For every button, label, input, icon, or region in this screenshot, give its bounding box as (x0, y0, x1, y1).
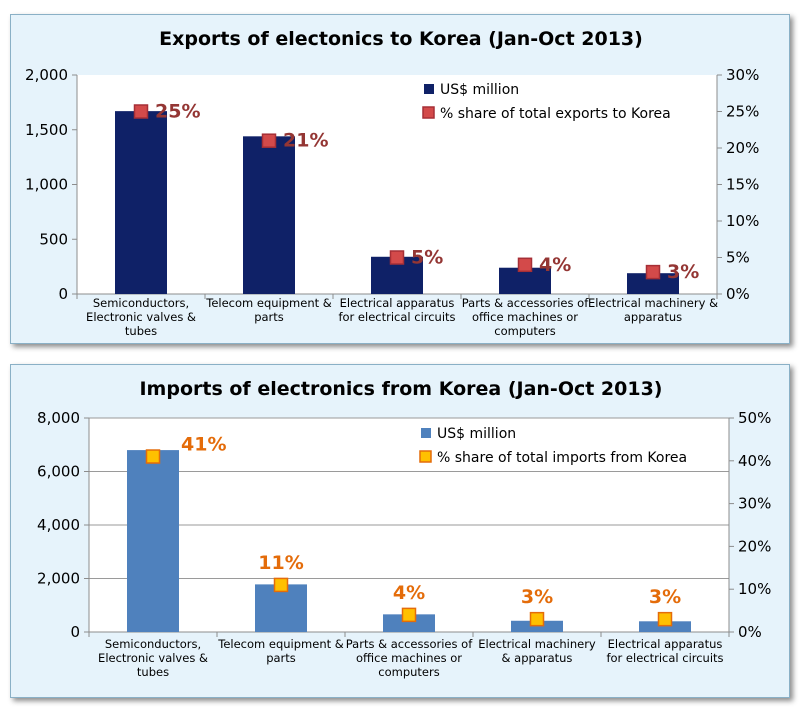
left-tick-label: 0 (70, 623, 80, 641)
bar-5 (639, 621, 691, 632)
category-label: Electrical apparatus (340, 296, 455, 310)
category-label: Electrical apparatus (608, 637, 723, 651)
data-label-2: 21% (283, 130, 328, 152)
category-label: Telecom equipment & (217, 637, 344, 651)
legend-marker-label: % share of total imports from Korea (437, 450, 687, 466)
left-tick-label: 1,500 (25, 121, 68, 139)
right-tick-label: 40% (738, 452, 771, 470)
category-label: Electronic valves & (98, 651, 208, 665)
share-marker-5 (657, 611, 673, 627)
bar-3 (383, 614, 435, 632)
category-label: Telecom equipment & (205, 296, 332, 310)
right-tick-label: 0% (726, 285, 750, 303)
data-label-1: 41% (181, 434, 226, 456)
data-label-4: 4% (539, 254, 571, 276)
bar-4 (499, 267, 551, 294)
category-label: parts (254, 310, 284, 324)
category-label: Parts & accessories of (462, 296, 589, 310)
legend-bar-swatch (424, 84, 434, 94)
share-marker-4 (517, 257, 533, 273)
category-label: computers (378, 665, 439, 679)
category-label: computers (494, 324, 555, 338)
data-label-4: 3% (521, 586, 553, 608)
category-label: Parts & accessories of (346, 637, 473, 651)
right-tick-label: 20% (738, 537, 771, 555)
bar-5 (627, 273, 679, 294)
left-tick-label: 1,000 (25, 176, 68, 194)
category-label: for electrical circuits (606, 651, 723, 665)
legend-marker-label: % share of total exports to Korea (440, 106, 671, 122)
bar-1 (127, 450, 179, 632)
right-tick-label: 5% (726, 249, 750, 267)
share-marker-3 (389, 250, 405, 265)
bar-1 (115, 111, 167, 294)
imports-chart: Imports of electronics from Korea (Jan-O… (37, 378, 771, 679)
share-marker-5 (645, 264, 661, 280)
data-label-2: 11% (258, 552, 303, 574)
legend-marker-swatch (422, 106, 435, 119)
category-label: Electronic valves & (86, 310, 196, 324)
data-label-3: 4% (393, 582, 425, 604)
left-tick-label: 2,000 (37, 570, 80, 588)
left-tick-label: 4,000 (37, 516, 80, 534)
category-label: apparatus (624, 310, 682, 324)
legend-bar-label: US$ million (437, 426, 516, 442)
share-marker-2 (261, 133, 277, 148)
data-label-3: 5% (411, 247, 443, 269)
legend-bar-label: US$ million (440, 82, 519, 98)
left-tick-label: 8,000 (37, 409, 80, 427)
share-marker-4 (529, 611, 545, 627)
right-tick-label: 30% (726, 66, 759, 84)
left-tick-label: 0 (58, 285, 68, 303)
category-label: tubes (137, 665, 169, 679)
category-label: office machines or (472, 310, 578, 324)
category-label: Semiconductors, (105, 637, 201, 651)
legend-marker-swatch (419, 450, 432, 463)
right-tick-label: 10% (738, 580, 771, 598)
right-tick-label: 0% (738, 623, 762, 641)
share-marker-1 (145, 449, 161, 464)
category-label: tubes (125, 324, 157, 338)
right-tick-label: 30% (738, 495, 771, 513)
right-tick-label: 10% (726, 212, 759, 230)
exports-chart-panel: Exports of electonics to Korea (Jan-Oct … (10, 14, 790, 344)
right-tick-label: 50% (738, 409, 771, 427)
category-label: Semiconductors, (93, 296, 189, 310)
category-label: Electrical machinery (478, 637, 596, 651)
chart-title: Imports of electronics from Korea (Jan-O… (139, 378, 662, 400)
category-label: for electrical circuits (338, 310, 455, 324)
exports-chart: Exports of electonics to Korea (Jan-Oct … (25, 28, 759, 338)
imports-chart-panel: Imports of electronics from Korea (Jan-O… (10, 364, 790, 698)
share-marker-1 (133, 104, 149, 119)
bar-2 (243, 136, 295, 294)
legend-bar-swatch (421, 428, 431, 438)
bar-2 (255, 584, 307, 632)
category-label: parts (266, 651, 296, 665)
share-marker-3 (401, 607, 417, 623)
category-label: Electrical machinery & (588, 296, 718, 310)
left-tick-label: 500 (39, 230, 68, 248)
data-label-1: 25% (155, 101, 200, 123)
category-label: & apparatus (502, 651, 573, 665)
right-tick-label: 20% (726, 139, 759, 157)
left-tick-label: 2,000 (25, 66, 68, 84)
data-label-5: 3% (649, 586, 681, 608)
data-label-5: 3% (667, 261, 699, 283)
right-tick-label: 25% (726, 103, 759, 121)
share-marker-2 (273, 577, 289, 593)
right-tick-label: 15% (726, 176, 759, 194)
category-label: office machines or (356, 651, 462, 665)
chart-title: Exports of electonics to Korea (Jan-Oct … (159, 28, 643, 50)
left-tick-label: 6,000 (37, 463, 80, 481)
